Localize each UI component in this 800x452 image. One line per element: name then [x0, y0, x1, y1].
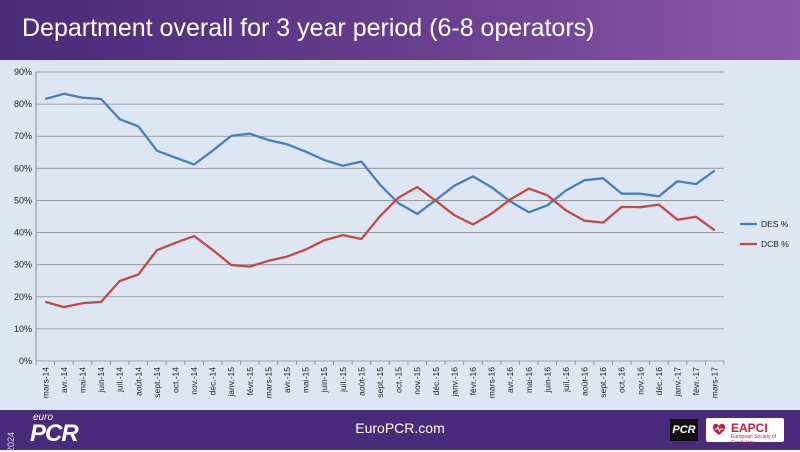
x-tick-label: mars-16	[487, 367, 497, 398]
y-tick-label: 30%	[14, 260, 32, 270]
x-tick-label: déc.-16	[654, 367, 664, 396]
x-tick-label: juil.-15	[338, 367, 348, 393]
x-tick-label: janv.-15	[226, 367, 236, 398]
x-tick-label: août-16	[580, 367, 590, 396]
x-tick-label: mai-14	[77, 367, 87, 393]
x-tick-label: avr.-16	[505, 367, 515, 393]
x-tick-label: févr.-15	[245, 367, 255, 396]
footer-site-link[interactable]: EuroPCR.com	[355, 420, 445, 436]
logo-euro-text: euro	[33, 412, 54, 423]
x-tick-label: nov.-16	[635, 367, 645, 395]
gridlines	[36, 71, 724, 362]
x-tick-label: janv.-17	[673, 367, 683, 398]
x-tick-label: août-14	[133, 367, 143, 396]
x-tick-label: déc.-15	[431, 367, 441, 396]
x-tick-label: janv.-16	[449, 367, 459, 398]
x-tick-label: août-15	[356, 367, 366, 396]
x-tick-label: nov.-15	[412, 367, 422, 395]
eapci-text: EAPCI	[731, 421, 768, 435]
x-tick-label: avr.-14	[59, 367, 69, 393]
y-tick-label: 10%	[14, 324, 32, 334]
x-tick-label: sept.-14	[152, 367, 162, 398]
y-tick-label: 60%	[14, 163, 32, 173]
y-tick-label: 0%	[19, 356, 32, 366]
eapci-logo: EAPCI European Society of Cardiology	[706, 418, 784, 446]
header-bar: Department overall for 3 year period (6-…	[0, 0, 800, 60]
chart-area: 0% 10% 20% 30% 40% 50% 60% 70% 80% 90% mars-14 avr…	[0, 60, 800, 410]
x-tick-label: avr.-15	[282, 367, 292, 393]
y-tick-label: 90%	[14, 67, 32, 77]
legend: DES % DCB %	[740, 219, 789, 249]
x-tick-labels: mars-14 avr.-14 mai-14 juin-14 juil.-14 août-…	[40, 367, 719, 398]
x-tick-label: mars-17	[710, 367, 720, 398]
x-tick-label: mars-15	[263, 367, 273, 398]
y-tick-label: 80%	[14, 99, 32, 109]
x-tick-label: févr.-16	[468, 367, 478, 396]
y-tick-label: 40%	[14, 228, 32, 238]
x-tick-label: nov.-14	[189, 367, 199, 395]
x-tick-label: juin-16	[542, 367, 552, 394]
series-line-des	[44, 92, 716, 216]
pcr-badge-logo: PCR	[670, 419, 698, 441]
x-tick-label: juin-14	[96, 367, 106, 394]
x-tick-label: oct.-14	[170, 367, 180, 393]
x-tick-label: oct.-16	[617, 367, 627, 393]
x-tick-label: oct.-15	[394, 367, 404, 393]
x-tick-label: juil.-16	[561, 367, 571, 393]
legend-label: DES %	[761, 219, 789, 229]
x-tick-label: mars-14	[40, 367, 50, 398]
x-tick-label: sept.-16	[598, 367, 608, 398]
y-tick-label: 50%	[14, 195, 32, 205]
x-tick-label: juil.-14	[115, 367, 125, 393]
line-chart: 0% 10% 20% 30% 40% 50% 60% 70% 80% 90% mars-14 avr…	[14, 67, 789, 398]
page-title: Department overall for 3 year period (6-…	[22, 14, 595, 42]
x-tick-label: déc.-14	[208, 367, 218, 396]
x-tick-label: sept.-15	[375, 367, 385, 398]
x-tick-label: juin-15	[319, 367, 329, 394]
y-tick-label: 70%	[14, 131, 32, 141]
y-tick-labels: 0% 10% 20% 30% 40% 50% 60% 70% 80% 90%	[14, 67, 32, 366]
axes	[35, 72, 725, 365]
x-tick-label: févr.-17	[691, 367, 701, 396]
eapci-subtext: European Society of Cardiology	[731, 434, 777, 446]
europcr-logo[interactable]: PCR	[30, 420, 79, 447]
y-tick-label: 20%	[14, 292, 32, 302]
legend-label: DCB %	[761, 239, 789, 249]
heart-icon	[712, 423, 726, 435]
series-lines	[44, 92, 716, 309]
footer-bar: 2024 euro PCR EuroPCR.com PCR EAPCI Euro…	[0, 410, 800, 452]
x-tick-label: mai-16	[524, 367, 534, 393]
series-line-dcb	[44, 185, 716, 309]
x-tick-label: mai-15	[301, 367, 311, 393]
